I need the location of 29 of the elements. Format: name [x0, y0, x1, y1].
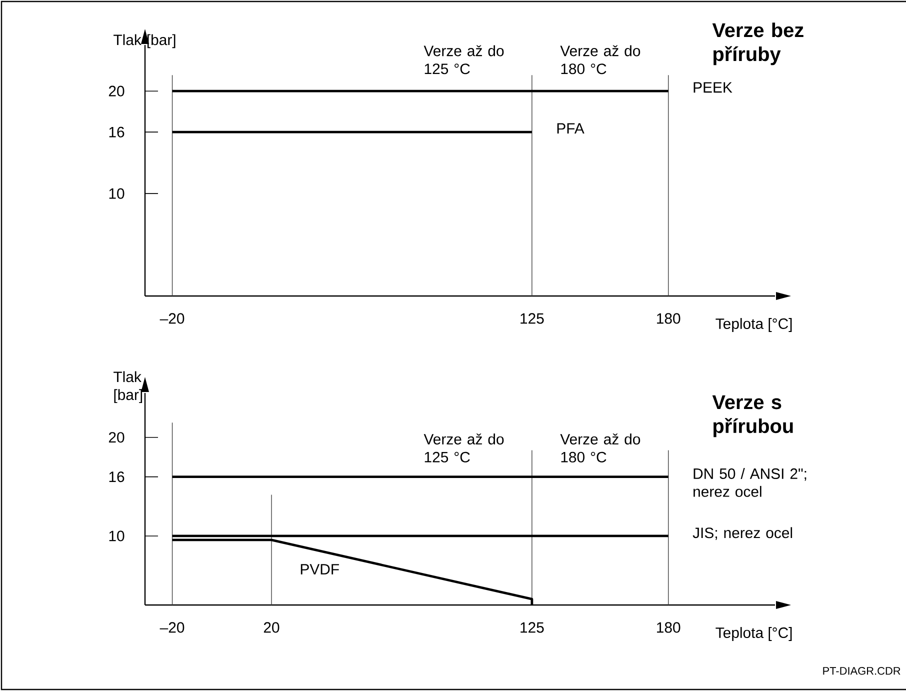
- y-tick-label: 10: [109, 530, 124, 542]
- ref-line-label: Verze až do 180 °C: [560, 433, 640, 462]
- x-tick-label: 125: [520, 313, 544, 324]
- series-label: PVDF: [300, 564, 339, 574]
- x-tick-label: 125: [520, 622, 544, 633]
- y-tick-label: 16: [109, 126, 124, 138]
- x-tick-label: 180: [657, 313, 680, 324]
- ref-line-label: Verze až do 180 °C: [560, 45, 640, 74]
- series-label: JIS; nerez ocel: [692, 527, 792, 540]
- y-tick-label: 16: [109, 472, 124, 482]
- x-axis-title: Teplota [°C]: [716, 627, 792, 641]
- x-tick-label: –20: [160, 313, 184, 324]
- series-label: PEEK: [694, 82, 732, 93]
- ref-line-label: Verze až do 125 °C: [424, 433, 504, 462]
- y-axis-title: Tlak [bar]: [114, 371, 142, 404]
- text: PT-DIAGR.CDR: [823, 667, 900, 675]
- x-tick-label: –20: [160, 622, 184, 633]
- x-tick-label: 20: [264, 622, 280, 633]
- series-label: DN 50 / ANSI 2"; nerez ocel: [694, 468, 806, 497]
- chart-title: Verze bez příruby: [712, 22, 804, 66]
- y-tick-label: 10: [109, 188, 124, 199]
- ref-line-label: Verze až do 125 °C: [424, 45, 504, 74]
- x-axis-title: Teplota [°C]: [716, 318, 792, 332]
- series-label: PFA: [557, 123, 584, 134]
- y-axis-title: Tlak [bar]: [114, 34, 176, 48]
- y-tick-label: 20: [108, 432, 124, 443]
- text: Verze s přírubou: [712, 395, 793, 438]
- y-tick-label: 20: [108, 86, 124, 96]
- x-tick-label: 180: [657, 622, 680, 633]
